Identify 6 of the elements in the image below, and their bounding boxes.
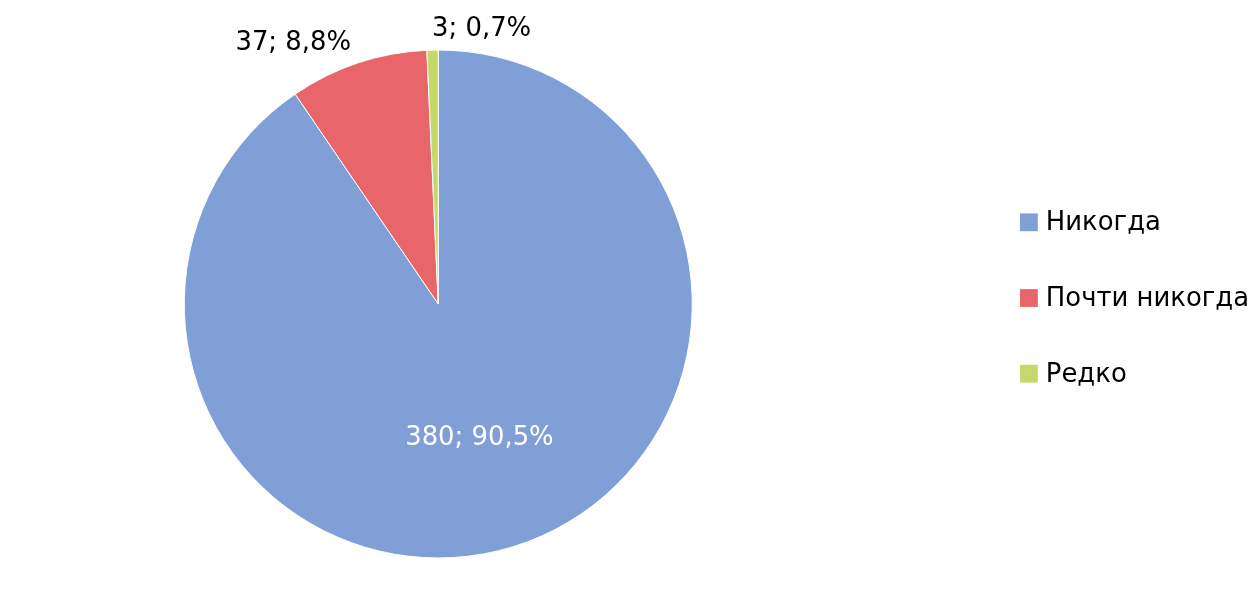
legend-label: Редко [1045,357,1127,388]
data-label: 3; 0,7% [432,12,532,43]
legend-label: Никогда [1045,206,1161,237]
data-label: 380; 90,5% [405,421,554,452]
data-label: 37; 8,8% [235,26,352,57]
legend-label: Почти никогда [1045,281,1250,312]
